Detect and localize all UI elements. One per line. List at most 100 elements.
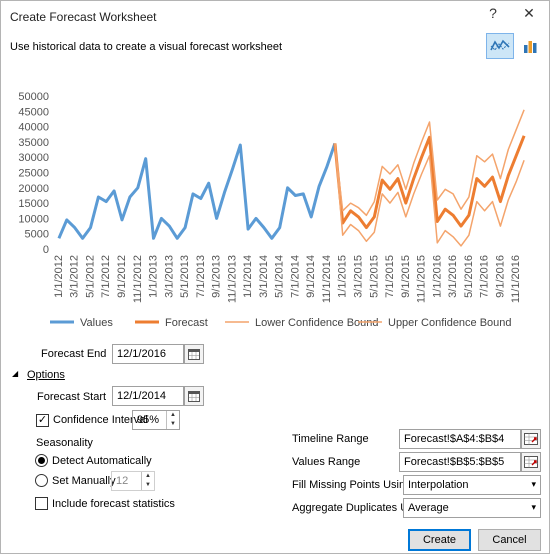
x-tick-label: 3/1/2012 [69,255,81,298]
x-tick-label: 3/1/2016 [447,255,459,298]
spin-down-icon[interactable]: ▼ [145,482,151,488]
confidence-interval-label: Confidence Interval [53,414,148,426]
forecast-chart: 0 5000 10000 15000 20000 25000 30000 35000 40000… [10,81,542,339]
line-chart-icon [490,39,510,51]
series-line-lower-confidence-bound [334,143,525,247]
line-chart-type-button[interactable] [486,33,514,59]
spin-up-icon[interactable]: ▲ [170,412,176,418]
x-tick-label: 7/1/2016 [479,255,491,298]
x-tick-label: 7/1/2014 [289,255,301,298]
forecast-start-calendar-button[interactable] [184,386,204,406]
detect-automatically-label: Detect Automatically [52,455,152,467]
forecast-chart-svg: 0 5000 10000 15000 20000 25000 30000 35000 40000… [18,91,526,329]
column-chart-icon [524,41,537,53]
timeline-range-select-button[interactable] [521,429,541,449]
x-tick-label: 9/1/2015 [400,255,412,298]
y-tick-label: 5000 [25,229,49,241]
values-range-input[interactable]: Forecast!$B$5:$B$5 [399,452,521,472]
y-axis: 0 5000 10000 15000 20000 25000 30000 35000 40000… [18,91,49,256]
y-tick-label: 20000 [18,183,49,195]
chevron-down-icon: ▾ [531,502,536,512]
aggregate-duplicates-select[interactable]: Average ▾ [403,498,541,518]
cancel-button[interactable]: Cancel [478,529,541,551]
y-tick-label: 35000 [18,137,49,149]
fill-missing-select[interactable]: Interpolation ▾ [403,475,541,495]
series-line-forecast [333,135,526,230]
chart-series [57,109,526,247]
legend-label: Lower Confidence Bound [255,317,379,329]
x-tick-label: 7/1/2012 [100,255,112,298]
timeline-range-label: Timeline Range [292,433,369,445]
x-tick-label: 5/1/2015 [368,255,380,298]
create-button[interactable]: Create [408,529,471,551]
forecast-end-calendar-button[interactable] [184,344,204,364]
column-chart-type-button[interactable] [516,33,544,59]
set-manually-radio[interactable] [35,474,48,487]
x-tick-label: 5/1/2014 [274,255,286,298]
confidence-interval-checkbox[interactable]: ✓ [36,414,49,427]
y-tick-label: 0 [43,244,49,256]
options-toggle[interactable]: Options [27,369,65,381]
values-range-label: Values Range [292,456,361,468]
x-tick-label: 9/1/2013 [211,255,223,298]
detect-automatically-radio[interactable] [35,454,48,467]
include-statistics-checkbox[interactable] [35,497,48,510]
x-tick-label: 1/1/2013 [148,255,160,298]
values-range-select-button[interactable] [521,452,541,472]
x-tick-label: 3/1/2015 [353,255,365,298]
y-tick-label: 10000 [18,213,49,225]
x-tick-label: 11/1/2013 [226,255,238,303]
x-tick-label: 3/1/2014 [258,255,270,298]
x-tick-label: 9/1/2016 [494,255,506,298]
dialog-title: Create Forecast Worksheet [10,10,157,24]
x-tick-label: 11/1/2012 [132,255,144,303]
season-length-value[interactable]: 12 [116,475,129,487]
spin-down-icon[interactable]: ▼ [170,421,176,427]
y-tick-label: 45000 [18,106,49,118]
chart-legend: Values Forecast Lower Confidence Bound Uppe… [50,317,512,329]
x-tick-label: 1/1/2015 [337,255,349,298]
x-tick-label: 11/1/2016 [510,255,522,303]
spin-up-icon[interactable]: ▲ [145,473,151,479]
forecast-start-input[interactable]: 12/1/2014 [112,386,184,406]
x-axis: 1/1/2012 3/1/2012 5/1/2012 7/1/2012 9/1/2012… [53,255,522,303]
y-tick-label: 25000 [18,168,49,180]
x-tick-label: 5/1/2016 [463,255,475,298]
legend-label: Values [80,317,113,329]
timeline-range-input[interactable]: Forecast!$A$4:$B$4 [399,429,521,449]
x-tick-label: 9/1/2012 [116,255,128,298]
series-line-values [57,142,337,240]
dialog-subtitle: Use historical data to create a visual f… [10,41,283,53]
x-tick-label: 11/1/2015 [416,255,428,303]
aggregate-duplicates-label: Aggregate Duplicates Using [292,502,429,514]
series-line-upper-confidence-bound [334,109,525,217]
x-tick-label: 5/1/2012 [84,255,96,298]
fill-missing-label: Fill Missing Points Using [292,479,412,491]
forecast-start-label: Forecast Start [37,391,107,403]
x-tick-label: 7/1/2013 [195,255,207,298]
seasonality-label: Seasonality [36,437,93,449]
confidence-interval-value[interactable]: 95% [137,414,160,426]
radio-selected-dot [38,457,45,464]
x-tick-label: 1/1/2012 [53,255,65,298]
range-select-icon [524,433,538,445]
help-button[interactable]: ? [489,5,497,21]
set-manually-label: Set Manually [52,475,116,487]
close-button[interactable]: ✕ [523,5,535,21]
x-tick-label: 1/1/2016 [431,255,443,298]
legend-label: Forecast [165,317,208,329]
options-collapse-icon[interactable]: ◢ [12,369,19,378]
fill-missing-value: Interpolation [408,479,469,491]
x-tick-label: 3/1/2013 [163,255,175,298]
forecast-end-input[interactable]: 12/1/2016 [112,344,184,364]
y-tick-label: 30000 [18,152,49,164]
x-tick-label: 7/1/2015 [384,255,396,298]
include-statistics-label: Include forecast statistics [52,498,175,510]
x-tick-label: 11/1/2014 [321,255,333,303]
range-select-icon [524,456,538,468]
calendar-icon [188,390,200,402]
confidence-interval-spinner[interactable]: 95% ▲ ▼ [132,410,180,430]
forecast-end-label: Forecast End [41,348,107,360]
x-tick-label: 1/1/2014 [242,255,254,298]
season-length-spinner[interactable]: 12 ▲ ▼ [111,471,155,491]
